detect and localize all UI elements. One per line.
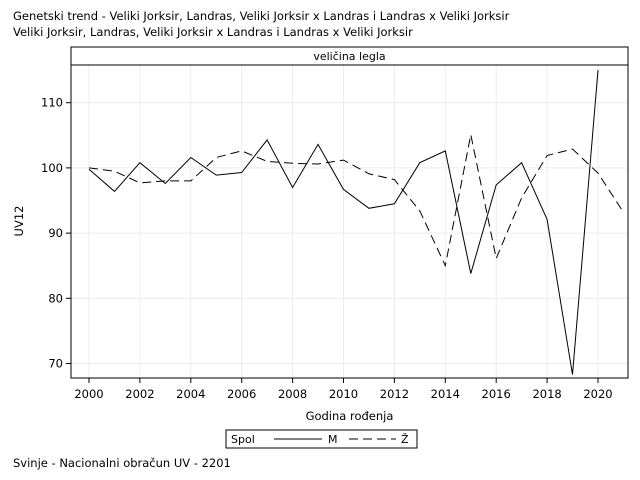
y-axis-label: UV12	[12, 206, 26, 237]
panel-label: veličina legla	[313, 50, 385, 63]
legend-label-m: M	[328, 433, 338, 446]
series-line-m	[88, 70, 599, 375]
x-tick-label-2006: 2006	[227, 387, 256, 401]
y-tick-label-80: 80	[48, 291, 63, 305]
x-tick-label-2018: 2018	[532, 387, 561, 401]
x-tick-label-2008: 2008	[278, 387, 307, 401]
x-tick-label-2004: 2004	[176, 387, 205, 401]
x-axis-label: Godina rođenja	[306, 409, 394, 423]
series-line-z	[88, 134, 624, 268]
x-axis: 2000 2002 2004 2006 2008 2010 2012 2014 2016 2018…	[74, 378, 613, 401]
y-tick-label-110: 110	[41, 96, 63, 110]
x-tick-label-2016: 2016	[482, 387, 511, 401]
x-tick-label-2000: 2000	[74, 387, 103, 401]
x-tick-label-2002: 2002	[125, 387, 154, 401]
x-tick-label-2014: 2014	[431, 387, 460, 401]
y-tick-label-100: 100	[41, 161, 63, 175]
y-tick-label-90: 90	[48, 226, 63, 240]
plot-frame	[70, 64, 629, 379]
footnote: Svinje - Nacionalni obračun UV - 2201	[13, 456, 231, 470]
chart-title-line-1: Genetski trend - Veliki Jorksir, Landras…	[13, 9, 510, 23]
x-tick-label-2020: 2020	[583, 387, 612, 401]
series-layer	[88, 70, 624, 375]
legend: Spol M Ž	[225, 429, 418, 449]
x-tick-label-2012: 2012	[380, 387, 409, 401]
chart-title-line-2: Veliki Jorksir, Landras, Veliki Jorksir …	[13, 25, 413, 39]
x-tick-label-2010: 2010	[329, 387, 358, 401]
grid-lines	[71, 65, 628, 378]
y-tick-label-70: 70	[48, 357, 63, 371]
legend-label-z: Ž	[401, 433, 409, 446]
legend-title: Spol	[231, 433, 255, 446]
y-axis: 70 80 90 100 110	[41, 96, 71, 371]
